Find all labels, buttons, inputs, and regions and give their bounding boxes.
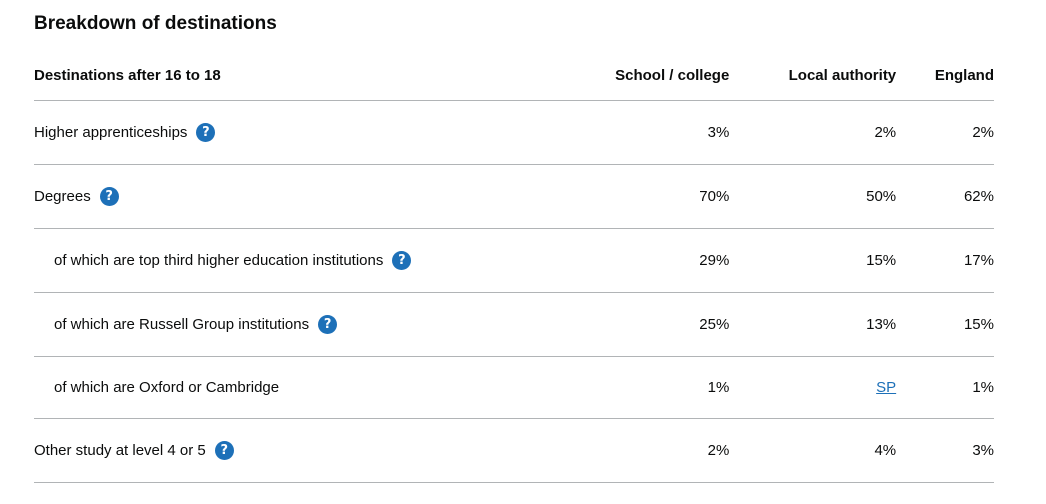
header-england: England xyxy=(896,50,994,101)
cell-school-college: 70% xyxy=(561,164,730,229)
help-icon[interactable]: ? xyxy=(392,251,412,270)
help-icon[interactable]: ? xyxy=(318,315,338,334)
cell-school-college: 1% xyxy=(561,356,730,419)
row-label: Other study at level 4 or 5 xyxy=(34,442,206,459)
sp-link[interactable]: SP xyxy=(876,379,897,396)
cell-local-authority: 50% xyxy=(729,164,897,229)
cell-england: 15% xyxy=(896,292,994,357)
table-row-degrees: Degrees ? 70% 50% 62% xyxy=(34,164,994,229)
table-header-row: Destinations after 16 to 18 School / col… xyxy=(34,50,994,101)
cell-england: 17% xyxy=(896,228,994,293)
cell-england: 2% xyxy=(896,100,994,165)
header-destinations: Destinations after 16 to 18 xyxy=(34,50,562,101)
cell-local-authority: 15% xyxy=(729,228,897,293)
cell-england: 1% xyxy=(896,356,994,419)
row-label: of which are Russell Group institutions xyxy=(54,316,310,333)
help-icon[interactable]: ? xyxy=(99,187,119,206)
help-icon[interactable]: ? xyxy=(196,123,216,142)
table-row-higher-apprenticeships: Higher apprenticeships ? 3% 2% 2% xyxy=(34,100,994,165)
row-label: of which are Oxford or Cambridge xyxy=(54,379,280,396)
cell-local-authority: SP xyxy=(729,356,897,419)
cell-school-college: 25% xyxy=(561,292,730,357)
cell-school-college: 3% xyxy=(561,100,730,165)
destinations-table: Destinations after 16 to 18 School / col… xyxy=(34,50,994,483)
table-row-oxford-cambridge: of which are Oxford or Cambridge 1% SP 1… xyxy=(34,356,994,419)
cell-school-college: 29% xyxy=(561,228,730,293)
header-local-authority: Local authority xyxy=(729,50,897,101)
table-row-russell-group: of which are Russell Group institutions … xyxy=(34,292,994,357)
cell-local-authority: 13% xyxy=(729,292,897,357)
header-school-college: School / college xyxy=(561,50,730,101)
row-label: Higher apprenticeships xyxy=(34,124,188,141)
cell-local-authority: 4% xyxy=(729,418,897,483)
cell-england: 62% xyxy=(896,164,994,229)
row-label: of which are top third higher education … xyxy=(54,252,384,269)
help-icon[interactable]: ? xyxy=(214,441,234,460)
cell-school-college: 2% xyxy=(561,418,730,483)
section-title: Breakdown of destinations xyxy=(34,13,277,34)
row-label: Degrees xyxy=(34,188,91,205)
cell-local-authority: 2% xyxy=(729,100,897,165)
table-row-other-study: Other study at level 4 or 5 ? 2% 4% 3% xyxy=(34,418,994,483)
table-row-top-third: of which are top third higher education … xyxy=(34,228,994,293)
cell-england: 3% xyxy=(896,418,994,483)
